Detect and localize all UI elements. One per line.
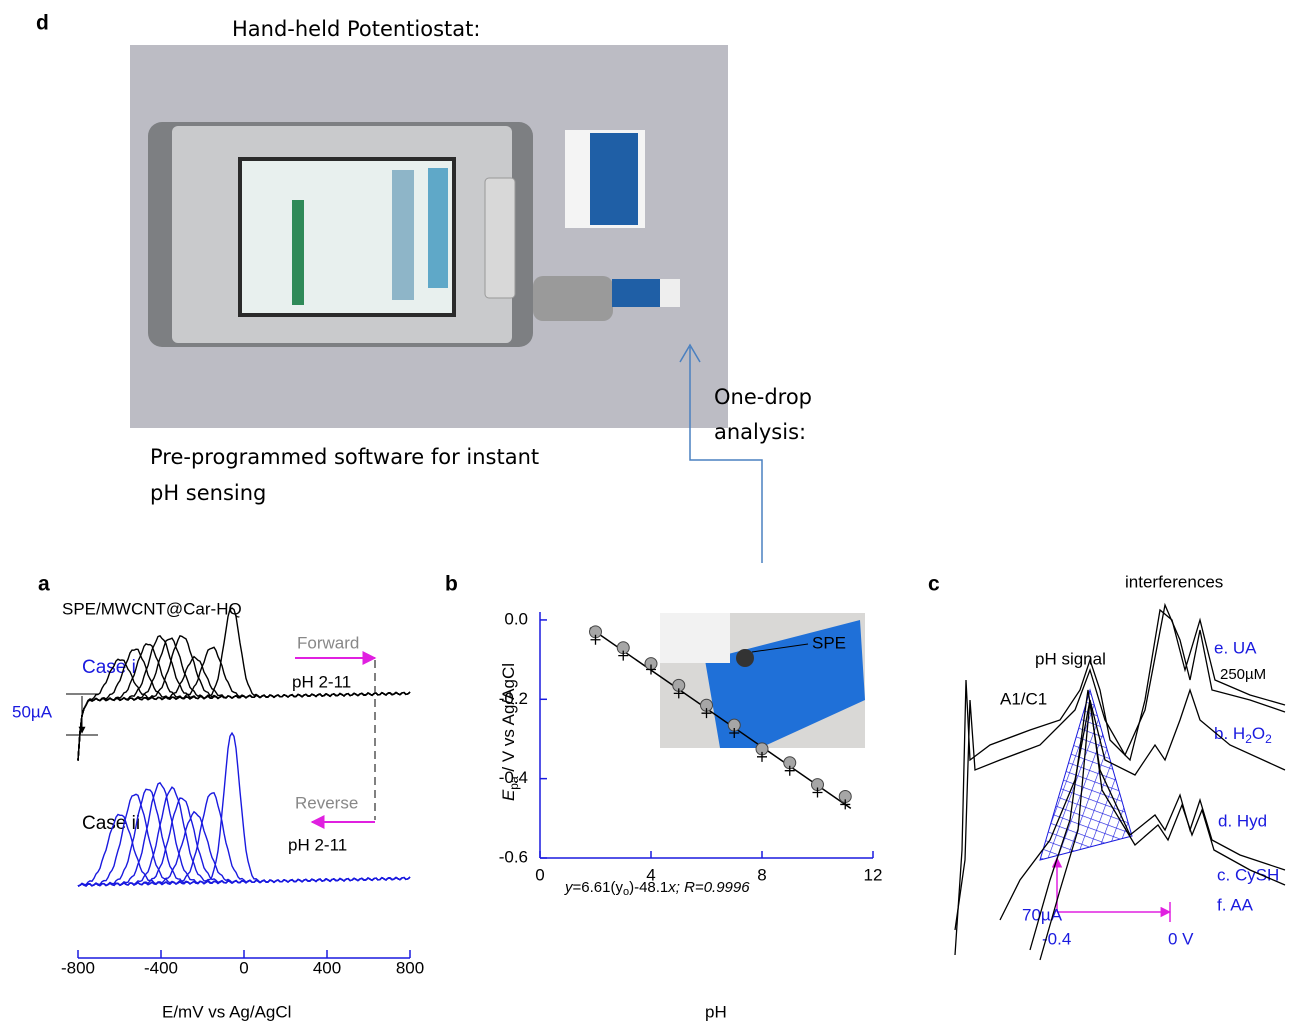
x-tick-label: 0 <box>535 865 544 884</box>
curve <box>77 793 411 887</box>
point <box>590 634 601 645</box>
species-label: f. AA <box>1217 895 1254 914</box>
panel-label: d <box>36 12 49 35</box>
inset-electrode <box>736 649 754 667</box>
curve <box>77 792 411 887</box>
y-tick-label: -0.6 <box>499 847 528 866</box>
x-label: 0 V <box>1168 929 1194 948</box>
fit-line <box>589 627 852 810</box>
panel-title: interferences <box>1125 572 1223 591</box>
species-label: b. H2O2 <box>1214 724 1272 746</box>
concentration-label: 250µM <box>1220 666 1266 683</box>
screen-panel <box>392 170 414 300</box>
annotation: y=6.61(yo)-48.1x; R=0.9996 <box>564 879 750 898</box>
x-tick-label: 12 <box>864 865 883 884</box>
screen-bar <box>292 200 304 305</box>
direction-label: Forward <box>297 633 359 652</box>
peak-label: pH signal <box>1035 649 1106 668</box>
panel-title: Hand-held Potentiostat: <box>232 17 480 41</box>
panel-label: c <box>928 573 940 596</box>
x-tick-label: -400 <box>144 958 178 977</box>
y-axis-label: Epa / V vs Ag/AgCl <box>499 663 521 801</box>
panel-c: c interferences pH signal A1/C1 e. UA 25… <box>928 572 1286 961</box>
curve <box>77 607 411 761</box>
strip <box>612 279 662 307</box>
species-label: e. UA <box>1214 638 1257 657</box>
point <box>646 664 656 675</box>
point <box>701 708 712 719</box>
connector <box>533 276 613 321</box>
x-tick-label: 800 <box>396 958 424 977</box>
arrow-label: One-drop <box>714 385 812 409</box>
panel-label: b <box>445 573 458 596</box>
scale-bar-label: 70µA <box>1022 905 1063 924</box>
x-tick-label: 8 <box>757 865 766 884</box>
x-tick-label: -800 <box>61 958 95 977</box>
inset-pointer <box>751 643 809 653</box>
panel-title: SPE/MWCNT@Car-HQ <box>62 599 242 618</box>
species-label: c. CySH <box>1217 865 1279 884</box>
arrow-head <box>679 343 701 363</box>
flow-arrow <box>689 347 763 563</box>
x-tick-label: 400 <box>313 958 341 977</box>
x-tick-label: 0 <box>239 958 248 977</box>
x-axis-label: pH <box>705 1002 727 1021</box>
x-label: -0.4 <box>1042 929 1071 948</box>
point <box>729 728 740 739</box>
curve <box>77 634 411 761</box>
screen <box>242 161 452 313</box>
arrow-label: analysis: <box>714 420 806 444</box>
y-tick-label: 0.0 <box>504 609 528 628</box>
x-tick-label: 4 <box>646 865 655 884</box>
y-tick-label: -0.2 <box>499 689 528 708</box>
point <box>618 650 629 661</box>
screen-icons <box>428 168 448 288</box>
inset-label: SPE <box>812 633 846 652</box>
direction-label: Reverse <box>295 793 358 812</box>
curve <box>77 731 411 887</box>
y-tick-label: -0.4 <box>499 768 528 787</box>
strips <box>590 133 638 225</box>
point <box>673 688 684 699</box>
curve <box>1029 689 1286 951</box>
caption: Pre-programmed software for instant <box>150 445 539 469</box>
curve <box>1039 699 1286 961</box>
peak-area <box>1039 688 1133 861</box>
panel-b: b SPE pH Epa / V vs Ag/AgCl y=6.61(yo)-4… <box>445 573 882 1022</box>
range-label: pH 2-11 <box>288 835 347 854</box>
point <box>812 787 823 798</box>
inset-tape <box>660 613 730 663</box>
curve <box>954 608 1286 956</box>
curve <box>77 634 411 761</box>
panel-label: a <box>38 573 50 596</box>
caption: pH sensing <box>150 481 266 505</box>
panel-d: d Hand-held Potentiostat: Pre-programmed… <box>36 12 812 563</box>
curve <box>954 602 1286 931</box>
point <box>757 751 767 762</box>
curve <box>999 687 1286 921</box>
strip-end <box>660 279 680 307</box>
scale-bar-label: 50µA <box>12 702 53 721</box>
panel-a: a SPE/MWCNT@Car-HQ Case i Case ii 50µA F… <box>12 573 424 1022</box>
species-label: d. Hyd <box>1218 811 1267 830</box>
point <box>840 799 851 810</box>
logo-plate <box>484 177 516 299</box>
x-axis-label: E/mV vs Ag/AgCl <box>162 1002 291 1021</box>
range-label: pH 2-11 <box>292 672 351 691</box>
peak-label: A1/C1 <box>1000 689 1047 708</box>
point <box>784 765 795 776</box>
